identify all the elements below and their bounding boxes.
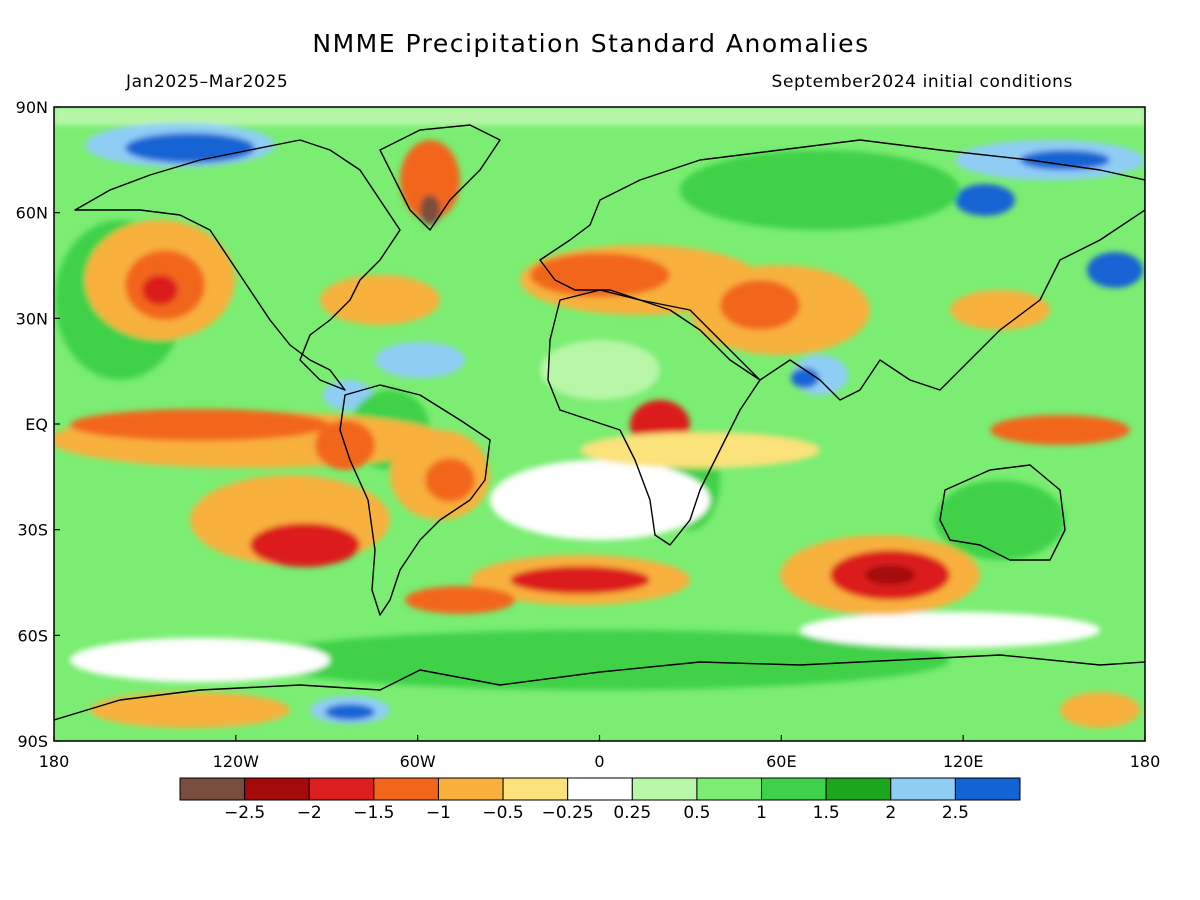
colorbar-swatch (696, 777, 763, 801)
latitude-axis: 90N 60N 30N EQ 30S 60S 90S (16, 98, 60, 751)
anomaly-map (54, 107, 1145, 741)
colorbar-swatch (502, 777, 569, 801)
colorbar-swatch (308, 777, 375, 801)
colorbar-label: −1 (426, 803, 451, 823)
colorbar-swatch (890, 777, 956, 801)
colorbar-label: −0.5 (482, 803, 523, 823)
colorbar-label: −0.25 (542, 803, 594, 823)
coastline-south-america (339, 384, 491, 616)
colorbar-label: −2 (297, 803, 322, 823)
colorbar-swatch (825, 777, 892, 801)
lon-label: 120W (213, 752, 260, 771)
colorbar-label: 1 (756, 803, 767, 823)
colorbar-swatch (244, 777, 310, 801)
colorbar-label: 0.5 (683, 803, 710, 823)
coastline-africa (547, 289, 761, 546)
colorbar-label: −2.5 (224, 803, 265, 823)
colorbar-swatch (631, 777, 698, 801)
lon-label: 60E (766, 752, 796, 771)
colorbar: −2.5 −2 −1.5 −1 −0.5 −0.25 0.25 0.5 1 1.5 2 2.5 (179, 777, 1021, 823)
lat-label: 30N (16, 309, 48, 328)
colorbar-label: −1.5 (353, 803, 394, 823)
lon-label: 60W (400, 752, 436, 771)
initial-conditions: September2024 initial conditions (772, 72, 1073, 92)
colorbar-label: 0.25 (613, 803, 651, 823)
coastline-antarctica (54, 654, 1145, 721)
longitude-axis: 180 120W 60W 0 60E 120E 180 (39, 735, 1161, 771)
colorbar-label: 2 (885, 803, 896, 823)
lon-label: 0 (594, 752, 604, 771)
colorbar-swatch (761, 777, 827, 801)
colorbar-label: 2.5 (942, 803, 969, 823)
coastline-north-america (74, 139, 401, 391)
colorbar-swatch (179, 777, 246, 801)
colorbar-swatch (567, 777, 633, 801)
lat-label: 60S (17, 626, 48, 645)
lon-label: 180 (1130, 752, 1161, 771)
lat-label: EQ (25, 415, 48, 434)
lat-label: 30S (17, 521, 48, 540)
lat-label: 60N (16, 204, 48, 223)
map-title: NMME Precipitation Standard Anomalies (312, 29, 869, 58)
lon-label: 120E (943, 752, 984, 771)
lon-label: 180 (39, 752, 70, 771)
lat-label: 90N (16, 98, 48, 117)
colorbar-swatch (954, 777, 1021, 801)
coastline-eurasia (539, 139, 1145, 401)
coastline-australia (939, 464, 1066, 561)
colorbar-label: 1.5 (813, 803, 840, 823)
colorbar-swatch (437, 777, 504, 801)
coastline-greenland (379, 124, 501, 231)
lat-label: 90S (17, 732, 48, 751)
colorbar-swatch (373, 777, 439, 801)
valid-period: Jan2025–Mar2025 (125, 72, 288, 92)
